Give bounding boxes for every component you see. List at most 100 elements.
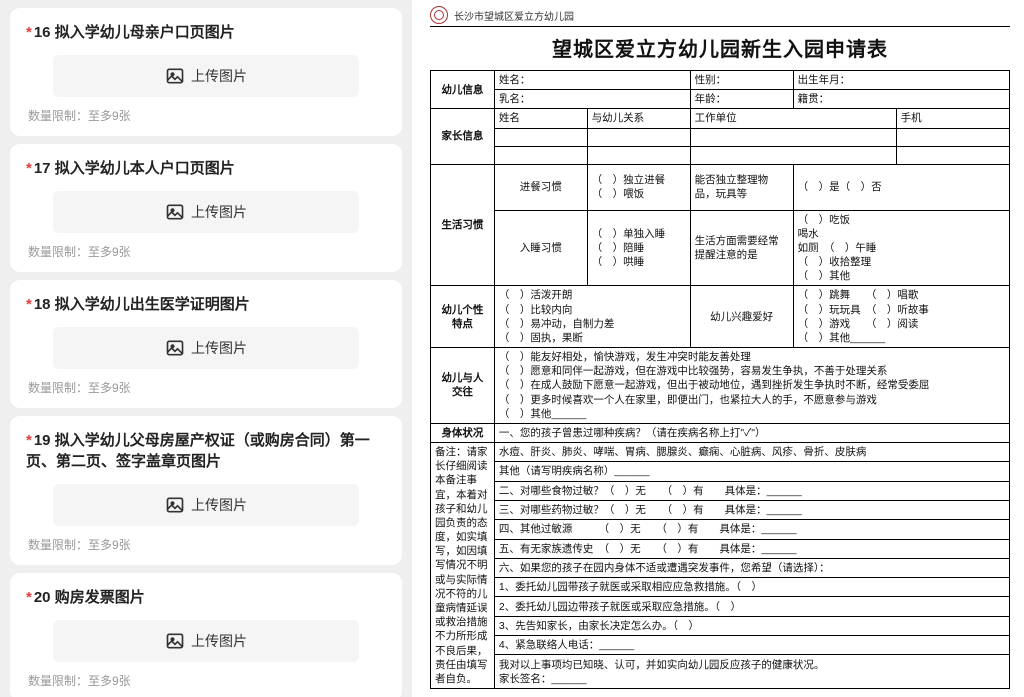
social-opts: （ ）能友好相处，愉快游戏，发生冲突时能友善处理 （ ）愿意和同伴一起游戏，但在… [494,348,1009,424]
required-star: * [26,160,32,177]
table-row: 入睡习惯 （ ）单独入睡 （ ）陪睡 （ ）哄睡 生活方面需要经常提醒注意的是 … [431,210,1010,286]
table-row: 三、对哪些药物过敏？（ ）无 （ ）有 具体是：______ [431,500,1010,519]
item-label: 拟入学幼儿母亲户口页图片 [55,24,235,41]
habit-sleep-opts: （ ）单独入睡 （ ）陪睡 （ ）哄睡 [587,210,690,286]
col-phone: 手机 [896,109,1009,128]
table-row: 四、其他过敏源 （ ）无 （ ）有 具体是：______ [431,520,1010,539]
upload-label: *18 拟入学幼儿出生医学证明图片 [26,294,386,315]
table-row: 备注：请家长仔细阅读本备注事宜，本着对孩子和幼儿园负责的态度，如实填写，如因填写… [431,443,1010,462]
table-row: 4、紧急联络人电话：______ [431,636,1010,655]
upload-limit: 数量限制：至多9张 [28,243,386,260]
personality-opts: （ ）活泼开朗 （ ）比较内向 （ ）易冲动，自制力差 （ ）固执，果断 [494,286,690,348]
upload-button-label: 上传图片 [191,495,247,515]
upload-button-label: 上传图片 [191,202,247,222]
section-parent-info: 家长信息 [431,109,495,164]
upload-card-20: *20 购房发票图片 上传图片 数量限制：至多9张 [10,573,402,697]
habit-eat-opts: （ ）独立进餐 （ ）喂饭 [587,164,690,210]
document-title: 望城区爱立方幼儿园新生入园申请表 [430,33,1010,62]
table-row [431,146,1010,164]
col-work: 工作单位 [690,109,896,128]
upload-button[interactable]: 上传图片 [53,327,359,369]
habit-remind-label: 生活方面需要经常提醒注意的是 [690,210,793,286]
upload-card-19: *19 拟入学幼儿父母房屋产权证（或购房合同）第一页、第二页、签字盖章页图片 上… [10,416,402,565]
item-label: 拟入学幼儿出生医学证明图片 [55,296,250,313]
qa-line: 3、先告知家长，由家长决定怎么办。（ ） [494,616,1009,635]
upload-card-17: *17 拟入学幼儿本人户口页图片 上传图片 数量限制：至多9张 [10,144,402,272]
field-name: 姓名： [494,71,690,90]
image-icon [165,338,185,358]
table-row: 二、对哪些食物过敏？（ ）无 （ ）有 具体是：______ [431,481,1010,500]
upload-limit: 数量限制：至多9张 [28,672,386,689]
required-star: * [26,24,32,41]
qa-line: 二、对哪些食物过敏？（ ）无 （ ）有 具体是：______ [494,481,1009,500]
upload-form-panel: *16 拟入学幼儿母亲户口页图片 上传图片 数量限制：至多9张 *17 拟入学幼… [0,0,412,697]
habit-tidy-opts: （ ）是（ ）否 [793,164,1009,210]
field-nickname: 乳名： [494,90,690,109]
side-note: 备注：请家长仔细阅读本备注事宜，本着对孩子和幼儿园负责的态度，如实填写，如因填写… [431,443,495,689]
upload-button[interactable]: 上传图片 [53,484,359,526]
hobby-opts: （ ）跳舞 （ ）唱歌 （ ）玩玩具 （ ）听故事 （ ）游戏 （ ）阅读 （ … [793,286,1009,348]
habit-eat-label: 进餐习惯 [494,164,587,210]
health-diseases: 水痘、肝炎、肺炎、哮喘、胃病、腮腺炎、癫痫、心脏病、风疹、骨折、皮肤病 [494,443,1009,462]
item-number: 18 [34,296,51,313]
qa-line: 六、如果您的孩子在园内身体不适或遭遇突发事件，您希望（请选择）： [494,558,1009,577]
upload-button-label: 上传图片 [191,631,247,651]
table-row: 我对以上事项均已知晓、认可，并如实向幼儿园反应孩子的健康状况。 家长签名：___… [431,655,1010,689]
required-star: * [26,589,32,606]
table-row: 五、有无家族遗传史 （ ）无 （ ）有 具体是：______ [431,539,1010,558]
field-origin: 籍贯： [793,90,1009,109]
qa-line: 三、对哪些药物过敏？（ ）无 （ ）有 具体是：______ [494,500,1009,519]
upload-button[interactable]: 上传图片 [53,620,359,662]
upload-button-label: 上传图片 [191,338,247,358]
table-row: 幼儿信息 姓名： 性别： 出生年月： [431,71,1010,90]
qa-line: 2、委托幼儿园边带孩子就医或采取应急措施。（ ） [494,597,1009,616]
upload-limit: 数量限制：至多9张 [28,379,386,396]
item-label: 拟入学幼儿父母房屋产权证（或购房合同）第一页、第二页、签字盖章页图片 [26,432,370,470]
table-row: 六、如果您的孩子在园内身体不适或遭遇突发事件，您希望（请选择）： [431,558,1010,577]
table-row: 幼儿与人 交往 （ ）能友好相处，愉快游戏，发生冲突时能友善处理 （ ）愿意和同… [431,348,1010,424]
table-row: 1、委托幼儿园带孩子就医或采取相应应急救措施。（ ） [431,578,1010,597]
section-habits: 生活习惯 [431,164,495,286]
field-gender: 性别： [690,71,793,90]
table-row: 其他（请写明疾病名称）______ [431,462,1010,481]
item-number: 20 [34,589,51,606]
table-row: 家长信息 姓名 与幼儿关系 工作单位 手机 [431,109,1010,128]
item-label: 拟入学幼儿本人户口页图片 [55,160,235,177]
table-row: 2、委托幼儿园边带孩子就医或采取应急措施。（ ） [431,597,1010,616]
org-name: 长沙市望城区爱立方幼儿园 [454,8,574,23]
section-health: 身体状况 [431,423,495,442]
image-icon [165,66,185,86]
table-row: 身体状况 一、您的孩子曾患过哪种疾病？（请在疾病名称上打"✓"） [431,423,1010,442]
health-q1: 一、您的孩子曾患过哪种疾病？（请在疾病名称上打"✓"） [494,423,1009,442]
upload-button[interactable]: 上传图片 [53,191,359,233]
field-birth: 出生年月： [793,71,1009,90]
col-relation: 与幼儿关系 [587,109,690,128]
upload-limit: 数量限制：至多9张 [28,107,386,124]
habit-tidy-label: 能否独立整理物品，玩具等 [690,164,793,210]
item-number: 16 [34,24,51,41]
health-other: 其他（请写明疾病名称）______ [494,462,1009,481]
upload-limit: 数量限制：至多9张 [28,536,386,553]
field-age: 年龄： [690,90,793,109]
qa-line: 1、委托幼儿园带孩子就医或采取相应应急救措施。（ ） [494,578,1009,597]
upload-label: *17 拟入学幼儿本人户口页图片 [26,158,386,179]
document-header: 长沙市望城区爱立方幼儿园 [430,6,1010,27]
qa-line: 4、紧急联络人电话：______ [494,636,1009,655]
school-logo-icon [430,6,448,24]
item-number: 17 [34,160,51,177]
qa-line: 四、其他过敏源 （ ）无 （ ）有 具体是：______ [494,520,1009,539]
required-star: * [26,432,32,449]
upload-label: *19 拟入学幼儿父母房屋产权证（或购房合同）第一页、第二页、签字盖章页图片 [26,430,386,472]
hobby-label: 幼儿兴趣爱好 [690,286,793,348]
upload-card-16: *16 拟入学幼儿母亲户口页图片 上传图片 数量限制：至多9张 [10,8,402,136]
upload-label: *20 购房发票图片 [26,587,386,608]
qa-line: 我对以上事项均已知晓、认可，并如实向幼儿园反应孩子的健康状况。 [499,659,825,671]
table-row [431,128,1010,146]
table-row: 幼儿个性 特点 （ ）活泼开朗 （ ）比较内向 （ ）易冲动，自制力差 （ ）固… [431,286,1010,348]
application-form-document: 长沙市望城区爱立方幼儿园 望城区爱立方幼儿园新生入园申请表 幼儿信息 姓名： 性… [412,0,1024,697]
section-child-info: 幼儿信息 [431,71,495,109]
qa-line: 家长签名：______ [499,673,587,685]
upload-button-label: 上传图片 [191,66,247,86]
image-icon [165,631,185,651]
upload-button[interactable]: 上传图片 [53,55,359,97]
